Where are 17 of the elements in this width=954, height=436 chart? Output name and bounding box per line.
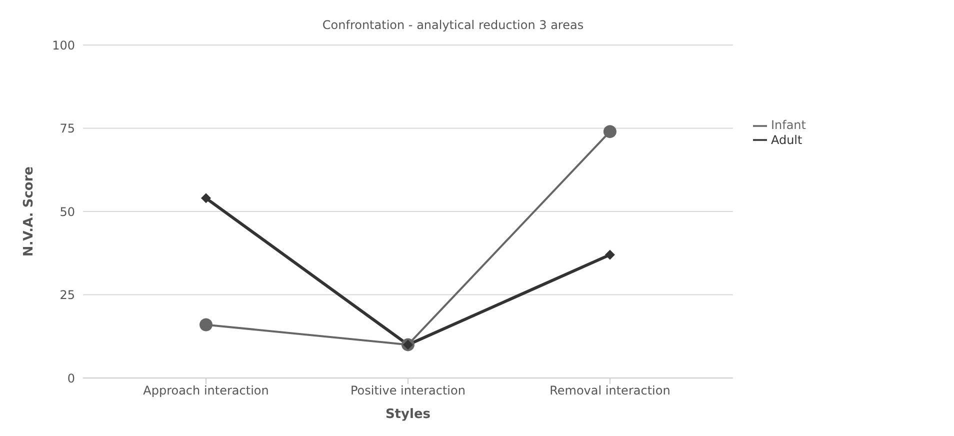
point bbox=[603, 125, 616, 138]
chart-title: Confrontation - analytical reduction 3 areas bbox=[321, 18, 585, 32]
x-tick-label: Positive interaction bbox=[350, 384, 466, 398]
y-tick-label: 25 bbox=[60, 288, 75, 302]
point bbox=[200, 318, 212, 332]
point bbox=[201, 193, 211, 204]
y-tick-label: 0 bbox=[67, 371, 75, 386]
y-tick-label: 50 bbox=[60, 204, 75, 219]
legend-label: Adult bbox=[770, 132, 802, 147]
y-axis-title: N.V.A. Score bbox=[22, 166, 37, 257]
legend-label: Infant bbox=[770, 118, 806, 132]
x-axis-title: Styles bbox=[385, 407, 431, 422]
x-tick-label: Approach interaction bbox=[143, 384, 269, 398]
y-tick-label: 75 bbox=[60, 122, 75, 136]
x-tick-label: Removal interaction bbox=[550, 384, 670, 398]
point bbox=[604, 250, 615, 260]
y-tick-label: 100 bbox=[52, 38, 75, 52]
